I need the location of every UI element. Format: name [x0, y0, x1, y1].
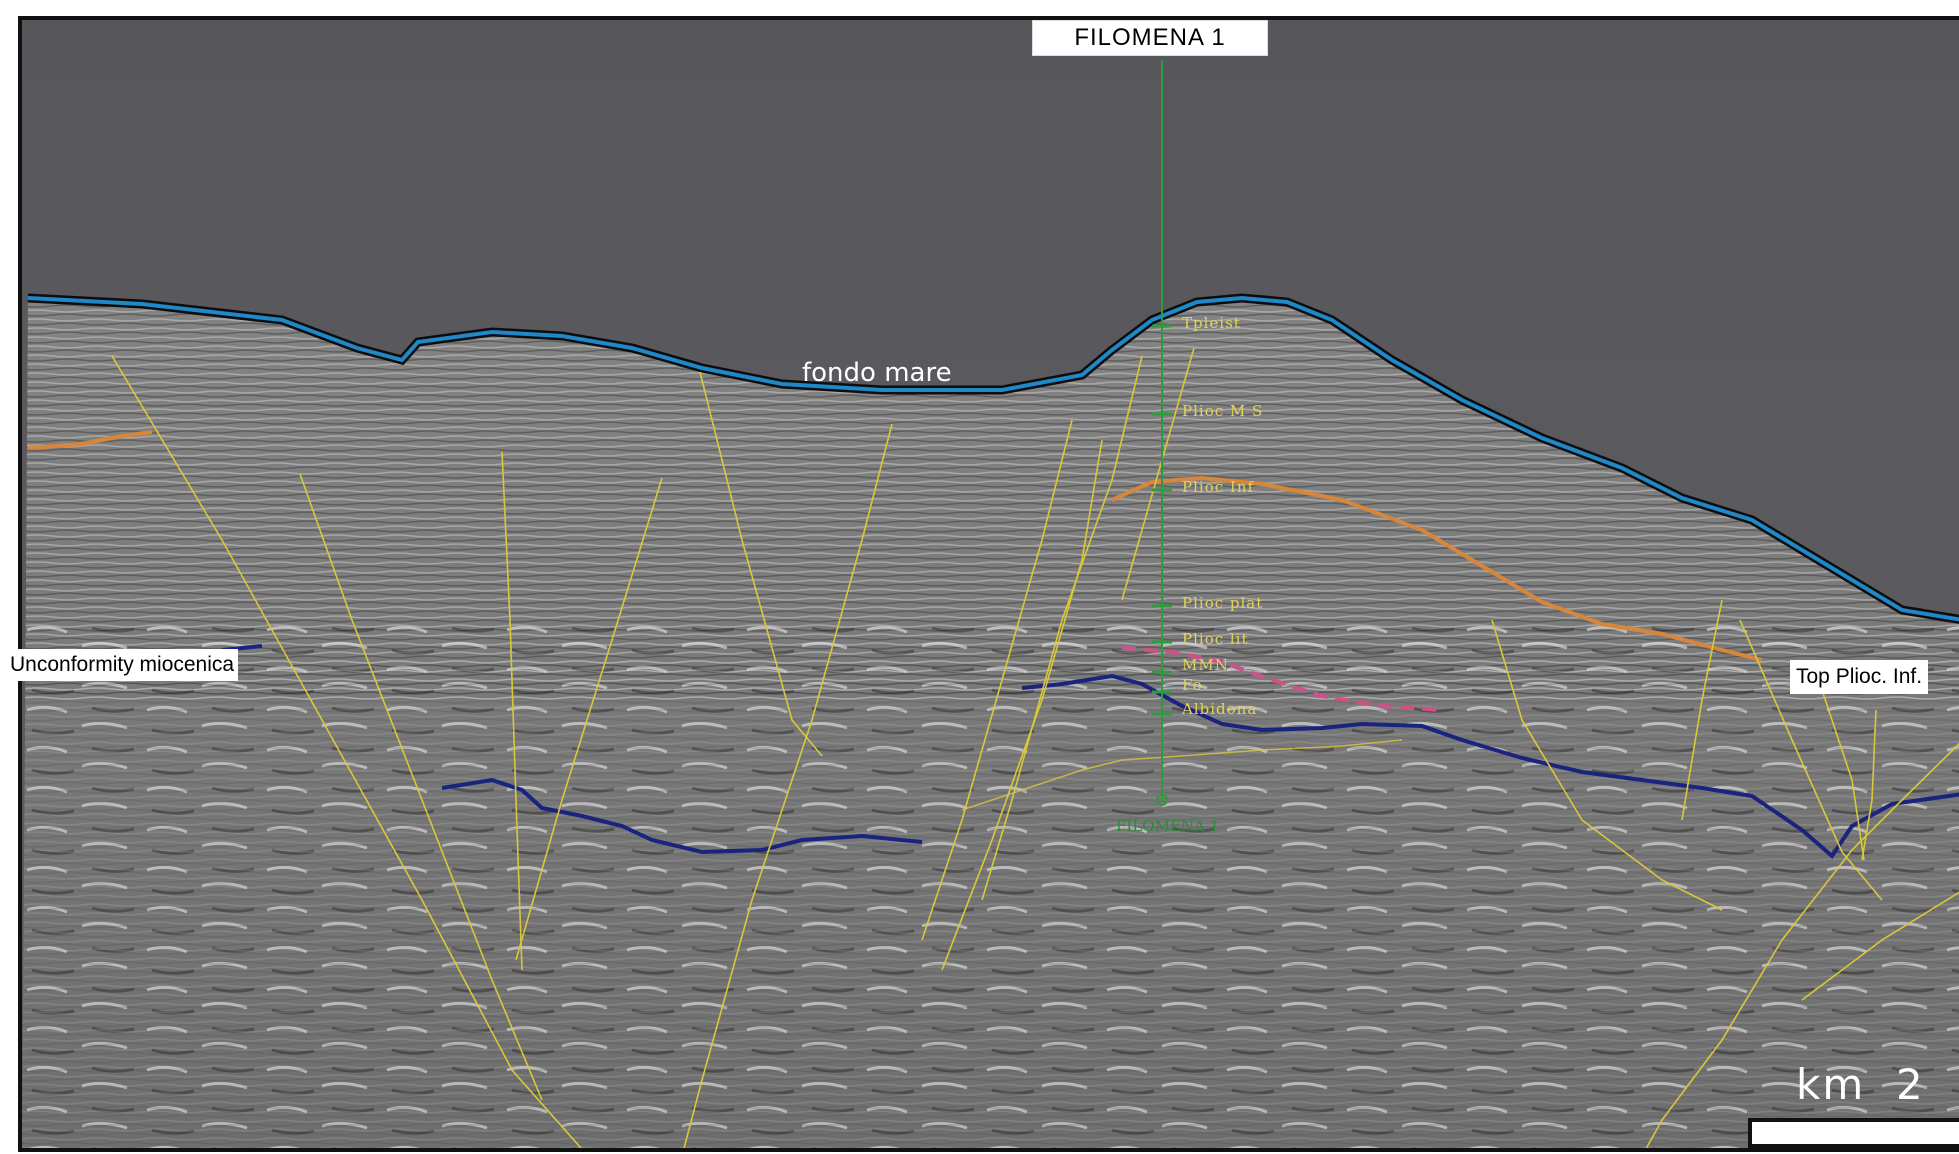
- top-plioc-horizon: [1111, 475, 1763, 662]
- top-plioc-horizon-left: [27, 430, 153, 450]
- unconformity-deep: [441, 777, 923, 855]
- unconformity-label: Unconformity miocenica: [6, 649, 239, 681]
- pick-plioc-lit: Plioc lit: [1182, 630, 1249, 648]
- pick-plioc-plat: Plioc plat: [1182, 594, 1264, 612]
- scale-label: km 2: [1796, 1060, 1925, 1109]
- seafloor-label: fondo mare: [802, 358, 952, 388]
- well-title-label: FILOMENA 1: [1032, 20, 1268, 56]
- scale-bar: [1748, 1118, 1959, 1148]
- pick-fo: Fo: [1182, 676, 1203, 694]
- seismic-section-frame: Tpleist Plioc M S Plioc Inf Plioc plat P…: [18, 16, 1959, 1152]
- scale-value: 2: [1895, 1060, 1925, 1109]
- pick-plioc-inf: Plioc Inf: [1182, 478, 1255, 496]
- pick-tpleist: Tpleist: [1182, 314, 1241, 332]
- pick-albidona: Albidona: [1182, 700, 1258, 718]
- pick-plioc-ms: Plioc M S: [1182, 402, 1264, 420]
- top-plioc-label: Top Plioc. Inf.: [1790, 660, 1929, 694]
- scale-unit: km: [1796, 1060, 1866, 1109]
- faults: [111, 347, 1959, 1148]
- pick-mmn: MMN: [1182, 656, 1229, 674]
- well-name-bottom: FILOMENA 1: [1116, 817, 1220, 835]
- mmn-marker: [1121, 646, 1443, 712]
- seismic-section: [22, 20, 1959, 1148]
- well-pick-ticks: [1152, 324, 1172, 716]
